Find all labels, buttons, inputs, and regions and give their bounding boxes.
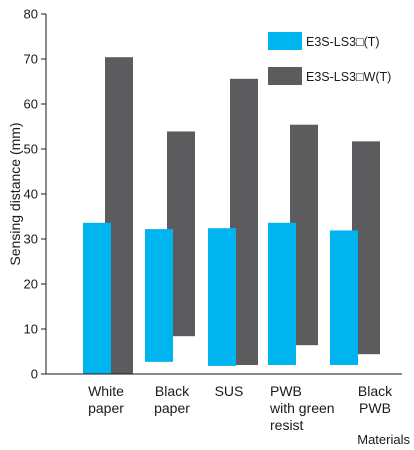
y-tick-label: 30 <box>24 232 38 247</box>
category-label-line: paper <box>154 400 190 416</box>
category-label-line: paper <box>88 400 124 416</box>
category-label: PWB with green resist <box>269 383 335 433</box>
legend-swatch <box>268 32 302 50</box>
y-tick-label: 80 <box>24 7 38 22</box>
category-label: Black paper <box>154 383 190 416</box>
category-label-line: White <box>88 383 124 399</box>
legend-swatch <box>268 67 302 85</box>
category-label-line: PWB <box>270 383 302 399</box>
y-tick-label: 10 <box>24 322 38 337</box>
category-label-line: with green <box>269 400 335 416</box>
y-tick-label: 70 <box>24 52 38 67</box>
y-tick-label: 20 <box>24 277 38 292</box>
legend: E3S-LS3□(T) E3S-LS3□W(T) <box>268 32 391 85</box>
category-label-line: Black <box>155 383 190 399</box>
y-axis-label: Sensing distance (mm) <box>7 122 23 265</box>
category-label-line: Black <box>358 383 393 399</box>
legend-label: E3S-LS3□W(T) <box>306 70 391 84</box>
category-label: Black PWB <box>358 383 393 416</box>
category-label-line: SUS <box>215 383 244 399</box>
bar-e3s-ls3-t <box>330 230 358 365</box>
category-label: SUS <box>215 383 244 399</box>
bar-e3s-ls3-t <box>268 222 296 365</box>
category-label-line: resist <box>270 417 304 433</box>
y-ticks-group: 0 10 20 30 40 50 60 70 80 <box>24 7 46 382</box>
x-axis-label: Materials <box>357 432 410 447</box>
y-tick-label: 40 <box>24 187 38 202</box>
category-label-line: PWB <box>359 400 391 416</box>
y-tick-label: 60 <box>24 97 38 112</box>
y-tick-label: 0 <box>31 367 38 382</box>
category-label: White paper <box>88 383 124 416</box>
bar-e3s-ls3-t <box>145 229 173 362</box>
bar-e3s-ls3-t <box>83 222 111 374</box>
bars-group <box>83 57 380 374</box>
y-tick-label: 50 <box>24 142 38 157</box>
bar-e3s-ls3-t <box>208 228 236 366</box>
legend-label: E3S-LS3□(T) <box>306 35 380 49</box>
